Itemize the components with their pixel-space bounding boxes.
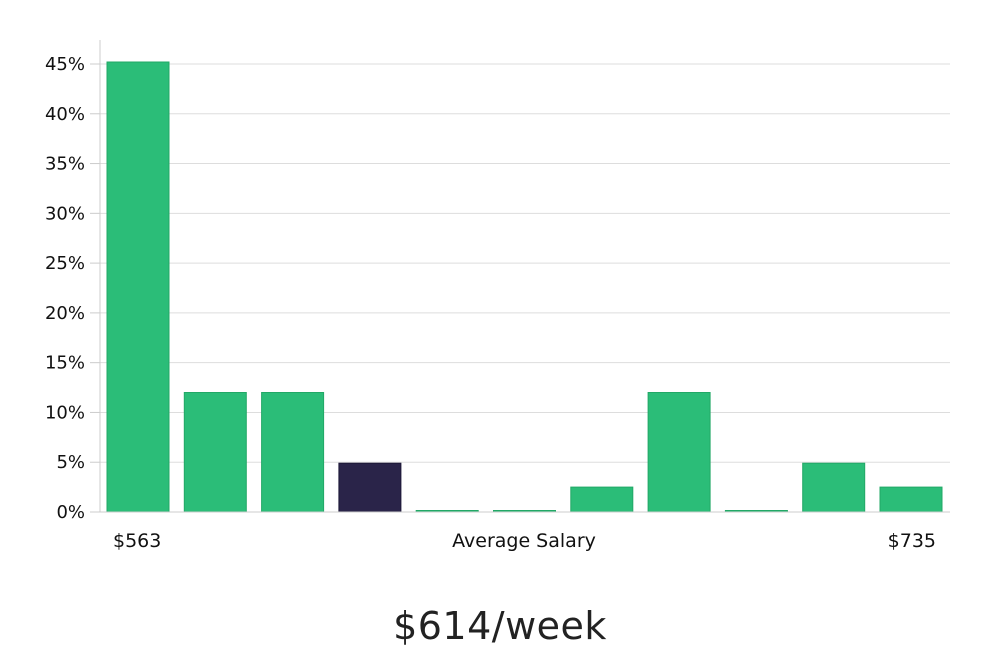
y-tick-label: 35% — [45, 154, 85, 175]
x-max-label: $735 — [888, 530, 936, 552]
average-salary-headline: $614/week — [393, 604, 607, 648]
y-tick-label: 45% — [45, 54, 85, 75]
y-tick-label: 5% — [56, 452, 85, 473]
bar — [183, 392, 247, 513]
x-axis-title: Average Salary — [452, 530, 596, 552]
y-tick-label: 25% — [45, 253, 85, 274]
y-tick-label: 40% — [45, 104, 85, 125]
bar — [570, 486, 634, 513]
y-tick-label: 10% — [45, 402, 85, 423]
bar — [261, 392, 325, 513]
bar — [647, 392, 711, 513]
y-tick-label: 0% — [56, 502, 85, 523]
y-tick-label: 15% — [45, 353, 85, 374]
x-min-label: $563 — [113, 530, 161, 552]
y-tick-label: 30% — [45, 203, 85, 224]
bar — [879, 486, 943, 513]
y-axis-ticks: 0% 5% 10% 15% 20% 25% 30% 35% 40% 45% — [45, 54, 100, 523]
bar — [106, 61, 170, 513]
bar-highlighted — [338, 462, 402, 513]
y-tick-label: 20% — [45, 303, 85, 324]
salary-histogram: 0% 5% 10% 15% 20% 25% 30% 35% 40% 45% $563 Averag… — [45, 40, 950, 552]
bar — [802, 462, 866, 513]
bars — [106, 61, 943, 513]
